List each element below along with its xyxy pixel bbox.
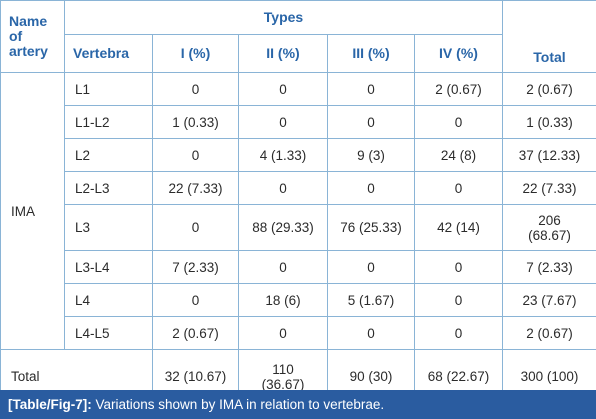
cell-vertebra: L2 (64, 138, 153, 172)
header-row-1: Name of artery Types Total (0, 0, 596, 73)
cell-vertebra: L2-L3 (64, 171, 153, 205)
cell-total: 7 (2.33) (502, 250, 596, 284)
table-row: L3 0 88 (29.33) 76 (25.33) 42 (14) 206 (… (1, 204, 596, 251)
cell-total: 206 (68.67) (502, 204, 596, 251)
cell-type-iv: 24 (8) (414, 138, 503, 172)
header-type-iv: IV (%) (414, 34, 503, 73)
cell-type-i: 0 (152, 138, 239, 172)
table-row: L2-L3 22 (7.33) 0 0 0 22 (7.33) (1, 171, 596, 205)
cell-type-iv: 0 (414, 316, 503, 350)
cell-type-i: 2 (0.67) (152, 316, 239, 350)
table-row: L4-L5 2 (0.67) 0 0 0 2 (0.67) (1, 316, 596, 350)
cell-type-ii: 88 (29.33) (238, 204, 328, 251)
table-row: L4 0 18 (6) 5 (1.67) 0 23 (7.67) (1, 283, 596, 317)
table-row: L1-L2 1 (0.33) 0 0 0 1 (0.33) (1, 105, 596, 139)
cell-type-ii: 0 (238, 72, 328, 106)
cell-total: 22 (7.33) (502, 171, 596, 205)
cell-type-iv: 42 (14) (414, 204, 503, 251)
cell-type-ii: 0 (238, 250, 328, 284)
cell-type-ii: 18 (6) (238, 283, 328, 317)
cell-type-iv: 0 (414, 171, 503, 205)
header-types: Types (64, 0, 503, 35)
table-row: IMA L1 0 0 0 2 (0.67) 2 (0.67) (0, 72, 596, 350)
cell-type-iii: 9 (3) (327, 138, 415, 172)
figure-caption: [Table/Fig-7]: Variations shown by IMA i… (0, 390, 596, 419)
cell-type-i: 0 (152, 72, 239, 106)
caption-text: Variations shown by IMA in relation to v… (95, 397, 385, 412)
cell-total: 23 (7.67) (502, 283, 596, 317)
cell-type-iii: 76 (25.33) (327, 204, 415, 251)
cell-type-i: 7 (2.33) (152, 250, 239, 284)
artery-name: IMA (0, 72, 65, 350)
cell-type-i: 0 (152, 283, 239, 317)
header-row-2: Vertebra I (%) II (%) III (%) IV (%) (1, 34, 596, 73)
cell-type-iii: 0 (327, 250, 415, 284)
cell-total: 1 (0.33) (502, 105, 596, 139)
table-row: L3-L4 7 (2.33) 0 0 0 7 (2.33) (1, 250, 596, 284)
header-type-i: I (%) (152, 34, 239, 73)
cell-vertebra: L4-L5 (64, 316, 153, 350)
cell-type-iii: 0 (327, 105, 415, 139)
cell-type-iii: 0 (327, 171, 415, 205)
cell-type-ii: 0 (238, 316, 328, 350)
cell-vertebra: L3-L4 (64, 250, 153, 284)
cell-type-iii: 0 (327, 72, 415, 106)
cell-type-ii: 0 (238, 105, 328, 139)
cell-type-iv: 0 (414, 283, 503, 317)
table-row: L2 0 4 (1.33) 9 (3) 24 (8) 37 (12.33) (1, 138, 596, 172)
cell-type-iv: 0 (414, 250, 503, 284)
cell-vertebra: L4 (64, 283, 153, 317)
caption-ref: [Table/Fig-7]: (8, 397, 92, 412)
cell-type-iii: 0 (327, 316, 415, 350)
cell-type-ii: 4 (1.33) (238, 138, 328, 172)
header-vertebra: Vertebra (64, 34, 153, 73)
cell-type-iii: 5 (1.67) (327, 283, 415, 317)
cell-type-i: 0 (152, 204, 239, 251)
cell-type-iv: 2 (0.67) (414, 72, 503, 106)
cell-vertebra: L1-L2 (64, 105, 153, 139)
cell-total: 2 (0.67) (502, 316, 596, 350)
header-type-iii: III (%) (327, 34, 415, 73)
cell-total: 37 (12.33) (502, 138, 596, 172)
cell-type-i: 22 (7.33) (152, 171, 239, 205)
cell-total: 2 (0.67) (502, 72, 596, 106)
header-name-of-artery: Name of artery (0, 0, 65, 73)
header-type-ii: II (%) (238, 34, 328, 73)
cell-vertebra: L1 (64, 72, 153, 106)
cell-type-i: 1 (0.33) (152, 105, 239, 139)
cell-type-ii: 0 (238, 171, 328, 205)
cell-type-iv: 0 (414, 105, 503, 139)
cell-vertebra: L3 (64, 204, 153, 251)
vertebra-table: Name of artery Types Total Vertebra I (%… (0, 0, 596, 404)
header-total: Total (502, 0, 596, 73)
